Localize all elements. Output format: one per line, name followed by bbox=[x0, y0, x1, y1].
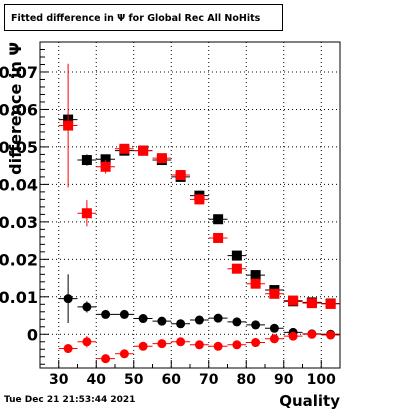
data-point-square bbox=[250, 270, 261, 281]
data-point-square bbox=[269, 288, 280, 299]
plot-frame bbox=[39, 41, 341, 369]
x-tick-label: 60 bbox=[162, 372, 182, 388]
axes: 30 40 50 60 70 80 90 100 0 0.01 0.02 0.03 0.04 0.05 0.… bbox=[0, 41, 341, 388]
x-tick-label: 80 bbox=[237, 372, 257, 388]
data-point-circle bbox=[288, 331, 298, 341]
data-point-square bbox=[325, 298, 336, 309]
y-tick-label: 0.05 bbox=[0, 138, 38, 157]
data-point-circle bbox=[232, 317, 242, 327]
data-point-circle bbox=[213, 313, 223, 323]
data-point-square bbox=[63, 120, 74, 131]
x-tick-label: 100 bbox=[307, 372, 336, 388]
data-point-circle bbox=[251, 320, 261, 330]
y-tick-label: 0.06 bbox=[0, 100, 38, 119]
data-point-circle bbox=[82, 302, 92, 312]
data-point-circle bbox=[157, 339, 167, 349]
data-point-square bbox=[231, 263, 242, 274]
x-tick-label: 70 bbox=[199, 372, 219, 388]
data-point-circle bbox=[157, 316, 167, 326]
data-point-circle bbox=[194, 315, 204, 325]
data-point-circle bbox=[119, 309, 129, 319]
data-point-square bbox=[81, 155, 92, 166]
data-point-circle bbox=[82, 337, 92, 347]
data-point-square bbox=[213, 232, 224, 243]
data-point-circle bbox=[101, 354, 111, 364]
x-axis-label: Quality bbox=[279, 392, 340, 409]
data-point-circle bbox=[213, 341, 223, 351]
x-tick-label: 90 bbox=[274, 372, 294, 388]
y-tick-label: 0.02 bbox=[0, 250, 38, 269]
x-tick-label: 30 bbox=[49, 372, 69, 388]
data-point-circle bbox=[269, 323, 279, 333]
data-point-circle bbox=[138, 341, 148, 351]
data-point-circle bbox=[138, 314, 148, 324]
data-point-circle bbox=[307, 329, 317, 339]
data-point-square bbox=[100, 154, 111, 165]
data-point-square bbox=[250, 278, 261, 289]
data-point-circle bbox=[269, 334, 279, 344]
data-point-circle bbox=[232, 340, 242, 350]
data-point-square bbox=[231, 250, 242, 261]
data-point-circle bbox=[176, 337, 186, 347]
data-point-square bbox=[81, 208, 92, 219]
data-point-circle bbox=[63, 344, 73, 354]
chart-title: Fitted difference in Ψ for Global Rec Al… bbox=[4, 4, 283, 31]
data-point-square bbox=[156, 153, 167, 164]
grid-lines bbox=[40, 42, 340, 368]
y-tick-label: 0 bbox=[27, 325, 38, 344]
data-point-square bbox=[119, 143, 130, 154]
data-point-square bbox=[194, 194, 205, 205]
data-point-square bbox=[138, 145, 149, 156]
y-tick-label: 0.01 bbox=[0, 288, 38, 307]
y-tick-label: 0.04 bbox=[0, 175, 38, 194]
data-point-circle bbox=[101, 309, 111, 319]
y-tick-label: 0.07 bbox=[0, 63, 38, 82]
timestamp: Tue Dec 21 21:53:44 2021 bbox=[4, 395, 136, 405]
data-point-square bbox=[288, 295, 299, 306]
data-point-circle bbox=[251, 338, 261, 348]
data-point-square bbox=[306, 298, 317, 309]
x-tick-label: 40 bbox=[87, 372, 107, 388]
data-point-circle bbox=[119, 349, 129, 359]
data-marks bbox=[58, 63, 340, 364]
y-axis-label: difference in Ψ bbox=[6, 42, 25, 175]
x-tick-label: 50 bbox=[124, 372, 144, 388]
data-point-square bbox=[213, 214, 224, 225]
data-point-square bbox=[175, 170, 186, 181]
data-point-square bbox=[100, 161, 111, 172]
y-tick-label: 0.03 bbox=[0, 213, 38, 232]
data-point-circle bbox=[63, 294, 73, 304]
data-point-circle bbox=[326, 330, 336, 340]
data-point-circle bbox=[176, 319, 186, 329]
data-point-circle bbox=[194, 340, 204, 350]
